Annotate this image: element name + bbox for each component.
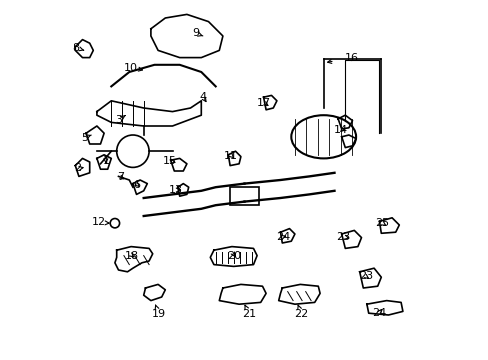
Text: 15: 15 — [163, 156, 177, 166]
Text: 4: 4 — [199, 92, 206, 102]
Text: 7: 7 — [117, 172, 123, 182]
Bar — [230, 187, 258, 205]
Text: 19: 19 — [151, 309, 165, 319]
Text: 2: 2 — [75, 163, 81, 174]
Text: 20: 20 — [227, 251, 241, 261]
Text: 8: 8 — [72, 43, 80, 53]
Text: 16: 16 — [344, 53, 358, 63]
Text: 3: 3 — [115, 115, 122, 125]
Text: 9: 9 — [192, 28, 199, 39]
Text: 6: 6 — [133, 180, 141, 190]
Text: 21: 21 — [242, 309, 256, 319]
Text: 24: 24 — [275, 232, 289, 242]
Text: 23: 23 — [336, 232, 350, 242]
Text: 22: 22 — [294, 309, 308, 319]
Text: 18: 18 — [125, 251, 139, 261]
Text: 13: 13 — [168, 185, 182, 195]
Text: 10: 10 — [124, 63, 138, 73]
Text: 25: 25 — [375, 218, 388, 228]
Text: 14: 14 — [333, 125, 347, 135]
Text: 11: 11 — [224, 150, 238, 161]
Text: 12: 12 — [91, 217, 105, 228]
Text: 17: 17 — [256, 98, 270, 108]
Text: 23: 23 — [358, 271, 372, 282]
Text: 1: 1 — [102, 156, 109, 166]
Text: 24: 24 — [371, 308, 385, 318]
Text: 5: 5 — [81, 132, 88, 143]
